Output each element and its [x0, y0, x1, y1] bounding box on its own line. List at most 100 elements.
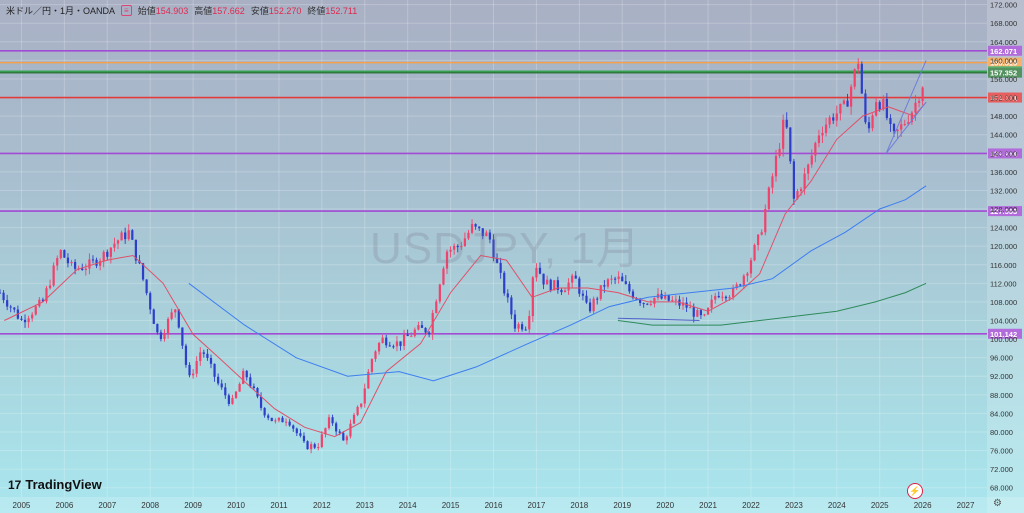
candle-body — [335, 423, 338, 432]
candle-body — [184, 345, 188, 365]
brand-name: TradingView — [25, 477, 102, 492]
y-tick-label: 100.000 — [990, 335, 1017, 344]
candle-body — [578, 278, 581, 294]
y-tick-label: 88.000 — [990, 391, 1013, 400]
candle-body — [299, 433, 302, 436]
candle-body — [406, 334, 409, 337]
candle-body — [853, 69, 856, 87]
x-tick-label: 2019 — [613, 501, 631, 510]
candle-body — [778, 148, 781, 157]
x-tick-label: 2007 — [98, 501, 116, 510]
x-tick-label: 2015 — [442, 501, 460, 510]
candle-body — [574, 275, 577, 279]
level-badge — [988, 67, 1022, 78]
candle-body — [84, 268, 87, 270]
candle-body — [73, 261, 77, 269]
candle-body — [642, 303, 645, 305]
candle-body — [352, 414, 356, 424]
candle-body — [463, 238, 466, 247]
candle-body — [485, 232, 488, 237]
candle-body — [513, 314, 517, 329]
candle-body — [921, 87, 924, 101]
gear-icon[interactable]: ⚙ — [993, 498, 1002, 509]
candle-body — [585, 295, 588, 303]
y-tick-label: 168.000 — [990, 19, 1017, 28]
candle-body — [234, 391, 238, 398]
candle-body — [420, 325, 424, 328]
candle-body — [710, 299, 713, 308]
candle-body — [163, 333, 166, 340]
x-tick-label: 2021 — [699, 501, 717, 510]
candle-body — [245, 370, 248, 378]
candle-body — [81, 268, 84, 270]
candle-body — [524, 329, 527, 331]
candle-body — [410, 335, 413, 337]
ma-long-line — [617, 282, 927, 326]
candle-body — [646, 303, 649, 305]
open-value: 154.903 — [155, 6, 189, 16]
candle-body — [174, 309, 177, 313]
candle-body — [331, 417, 334, 424]
y-tick-label: 164.000 — [990, 38, 1017, 47]
candle-body — [231, 397, 234, 404]
candle-body — [381, 337, 384, 344]
candle-body — [9, 306, 12, 308]
time-axis-panel — [0, 497, 1024, 513]
candle-body — [467, 232, 470, 239]
x-tick-label: 2005 — [13, 501, 31, 510]
candle-body — [821, 132, 824, 136]
candle-body — [592, 298, 595, 312]
candle-body — [302, 435, 306, 442]
candle-body — [453, 245, 456, 250]
tradingview-logo-icon: 17 — [8, 477, 22, 492]
candle-body — [474, 224, 477, 227]
candle-body — [631, 291, 635, 299]
candle-body — [606, 279, 610, 287]
candle-body — [192, 373, 195, 376]
candle-body — [48, 285, 52, 289]
candle-body — [846, 100, 849, 107]
x-tick-label: 2017 — [528, 501, 546, 510]
candle-body — [814, 143, 817, 156]
y-tick-label: 116.000 — [990, 261, 1017, 270]
y-tick-label: 112.000 — [990, 279, 1017, 288]
candle-body — [252, 386, 256, 389]
candle-body — [817, 135, 821, 144]
candle-body — [166, 318, 170, 334]
candle-body — [839, 103, 842, 114]
candle-body — [41, 299, 45, 302]
x-tick-label: 2020 — [656, 501, 674, 510]
level-badge — [988, 206, 1022, 217]
candle-body — [728, 296, 731, 299]
level-badge — [988, 148, 1022, 159]
candle-body — [274, 420, 277, 422]
candle-body — [867, 122, 871, 129]
candle-body — [696, 310, 699, 317]
candle-body — [563, 290, 567, 293]
horizontal-levels: 162.071159.519157.658157.352152.001139.9… — [0, 45, 1022, 339]
candle-body — [45, 288, 48, 302]
candle-body — [689, 307, 692, 309]
candle-body — [442, 268, 445, 285]
candle-body — [181, 327, 184, 346]
candle-body — [202, 352, 205, 354]
lightning-icon[interactable]: ⚡ — [907, 483, 923, 499]
candle-body — [685, 302, 688, 308]
candle-body — [449, 249, 452, 252]
candle-body — [52, 265, 55, 286]
y-tick-label: 148.000 — [990, 112, 1017, 121]
candle-body — [445, 251, 449, 269]
candle-body — [828, 117, 831, 125]
candle-body — [832, 117, 835, 121]
candle-body — [546, 279, 549, 285]
candle-body — [674, 299, 677, 301]
candle-body — [735, 284, 738, 289]
candle-body — [259, 396, 263, 408]
legend-menu-icon[interactable]: ≡ — [121, 5, 132, 16]
high-label: 高値 — [194, 6, 213, 16]
candle-body — [238, 383, 241, 392]
candle-body — [363, 388, 366, 404]
candle-body — [621, 276, 624, 282]
